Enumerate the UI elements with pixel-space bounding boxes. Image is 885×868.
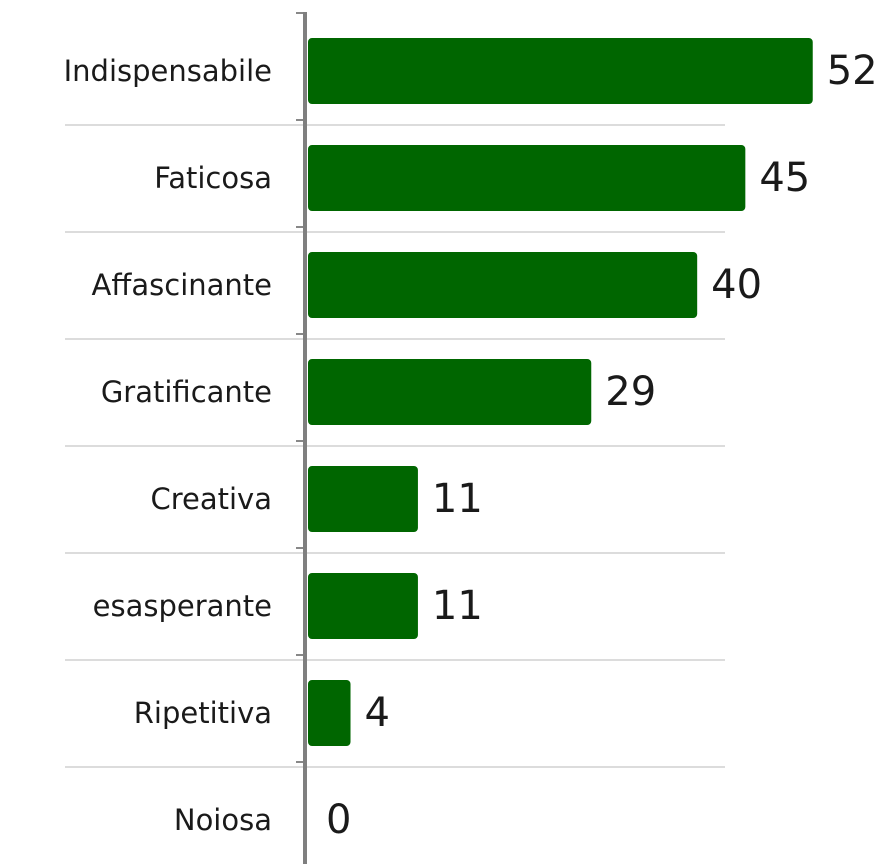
bar	[308, 573, 418, 639]
bar	[308, 38, 813, 104]
value-label: 0	[326, 797, 351, 843]
value-label: 40	[711, 262, 762, 308]
category-label: Gratificante	[101, 375, 272, 409]
bar	[308, 252, 698, 318]
value-label: 29	[605, 369, 656, 415]
value-label: 4	[365, 690, 390, 736]
category-label: Noiosa	[174, 803, 272, 837]
value-label: 11	[432, 583, 483, 629]
value-label: 11	[432, 476, 483, 522]
bar	[308, 466, 418, 532]
bar	[308, 680, 351, 746]
category-label: Indispensabile	[64, 54, 272, 88]
value-label: 52	[827, 48, 878, 94]
bar	[308, 145, 746, 211]
category-label: Creativa	[150, 482, 272, 516]
value-label: 45	[759, 155, 810, 201]
category-label: esasperante	[93, 589, 272, 623]
category-label: Faticosa	[154, 161, 272, 195]
category-label: Ripetitiva	[134, 696, 272, 730]
category-label: Affascinante	[92, 268, 272, 302]
bar	[308, 359, 592, 425]
